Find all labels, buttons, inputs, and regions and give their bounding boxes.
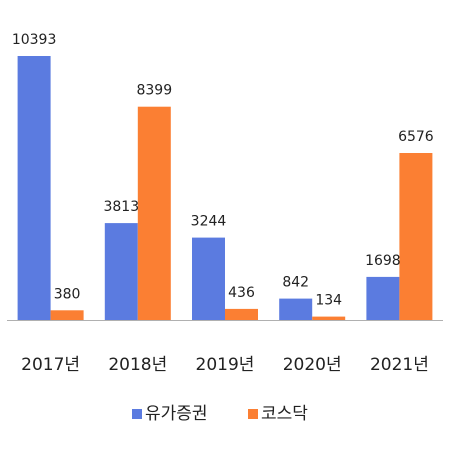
category-label: 2018년 [108, 355, 167, 375]
legend-swatch [248, 409, 258, 419]
value-label: 3813 [103, 199, 139, 215]
value-label: 3244 [191, 214, 227, 230]
value-label: 8399 [136, 83, 172, 99]
value-labels-layer: 10393 380 3813 8399 3244 436 842 134 1698 6576 [12, 32, 434, 309]
category-label: 2017년 [21, 355, 80, 375]
value-label: 134 [315, 293, 342, 309]
legend: 유가증권 코스닥 [132, 404, 308, 424]
bar-series1-0 [17, 56, 51, 320]
category-label: 2021년 [370, 355, 429, 375]
category-label: 2019년 [196, 355, 255, 375]
legend-label: 코스닥 [261, 404, 308, 424]
bar-series2-3 [312, 316, 346, 320]
value-label: 1698 [365, 253, 401, 269]
value-label: 842 [282, 275, 309, 291]
value-label: 6576 [398, 129, 434, 145]
bar-series2-1 [137, 106, 171, 320]
bar-series2-4 [399, 153, 433, 320]
legend-label: 유가증권 [145, 404, 208, 424]
legend-swatch [132, 409, 142, 419]
category-label: 2020년 [283, 355, 342, 375]
bar-series1-1 [104, 223, 138, 320]
bar-series1-3 [279, 298, 313, 320]
bars-layer [17, 56, 433, 320]
value-label: 10393 [12, 32, 57, 48]
value-label: 436 [228, 285, 255, 301]
bar-series2-2 [225, 308, 258, 320]
bar-series1-2 [192, 237, 225, 320]
bar-series1-4 [366, 276, 400, 320]
category-labels-layer: 2017년 2018년 2019년 2020년 2021년 [21, 355, 429, 375]
bar-series2-0 [50, 310, 84, 320]
value-label: 380 [54, 286, 81, 302]
